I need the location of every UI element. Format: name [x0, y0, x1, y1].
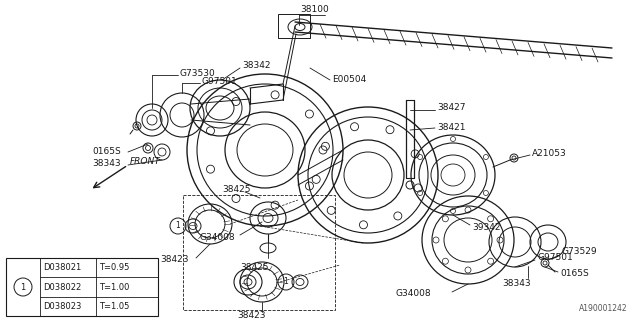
Text: 38343: 38343 — [92, 159, 120, 169]
Text: 0165S: 0165S — [560, 269, 589, 278]
Text: G34008: G34008 — [200, 234, 236, 243]
Bar — [278, 14, 310, 38]
Text: G73529: G73529 — [562, 247, 598, 257]
Text: D038022: D038022 — [43, 283, 81, 292]
Text: FRONT: FRONT — [130, 156, 161, 165]
Text: 38427: 38427 — [437, 102, 465, 111]
Text: 38343: 38343 — [502, 279, 531, 289]
Text: 38423: 38423 — [160, 255, 189, 265]
Text: 38342: 38342 — [242, 61, 271, 70]
Text: 38423: 38423 — [237, 311, 266, 320]
Text: 38425: 38425 — [222, 186, 250, 195]
Text: 1: 1 — [175, 221, 180, 230]
Text: 1: 1 — [284, 277, 289, 286]
Text: D038023: D038023 — [43, 302, 81, 311]
Text: 1: 1 — [20, 283, 26, 292]
Text: D038021: D038021 — [43, 263, 81, 272]
Text: E00504: E00504 — [332, 75, 366, 84]
Text: A21053: A21053 — [532, 148, 567, 157]
Bar — [6, 258, 158, 316]
Text: 0165S: 0165S — [92, 147, 121, 156]
Text: 39342: 39342 — [472, 223, 500, 233]
Text: 38421: 38421 — [437, 124, 465, 132]
Text: A190001242: A190001242 — [579, 304, 628, 313]
Text: G97501: G97501 — [537, 253, 573, 262]
Text: G97501: G97501 — [202, 77, 237, 86]
Text: 38425: 38425 — [240, 263, 269, 273]
Text: G73530: G73530 — [180, 68, 216, 77]
Text: 38100: 38100 — [300, 4, 329, 13]
Text: G34008: G34008 — [395, 290, 431, 299]
Text: T=0.95: T=0.95 — [99, 263, 129, 272]
Text: T=1.05: T=1.05 — [99, 302, 129, 311]
Text: T=1.00: T=1.00 — [99, 283, 129, 292]
